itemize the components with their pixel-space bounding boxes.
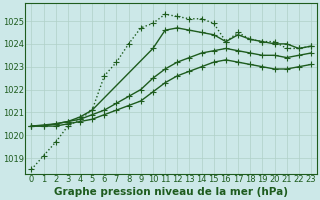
X-axis label: Graphe pression niveau de la mer (hPa): Graphe pression niveau de la mer (hPa)	[54, 187, 288, 197]
